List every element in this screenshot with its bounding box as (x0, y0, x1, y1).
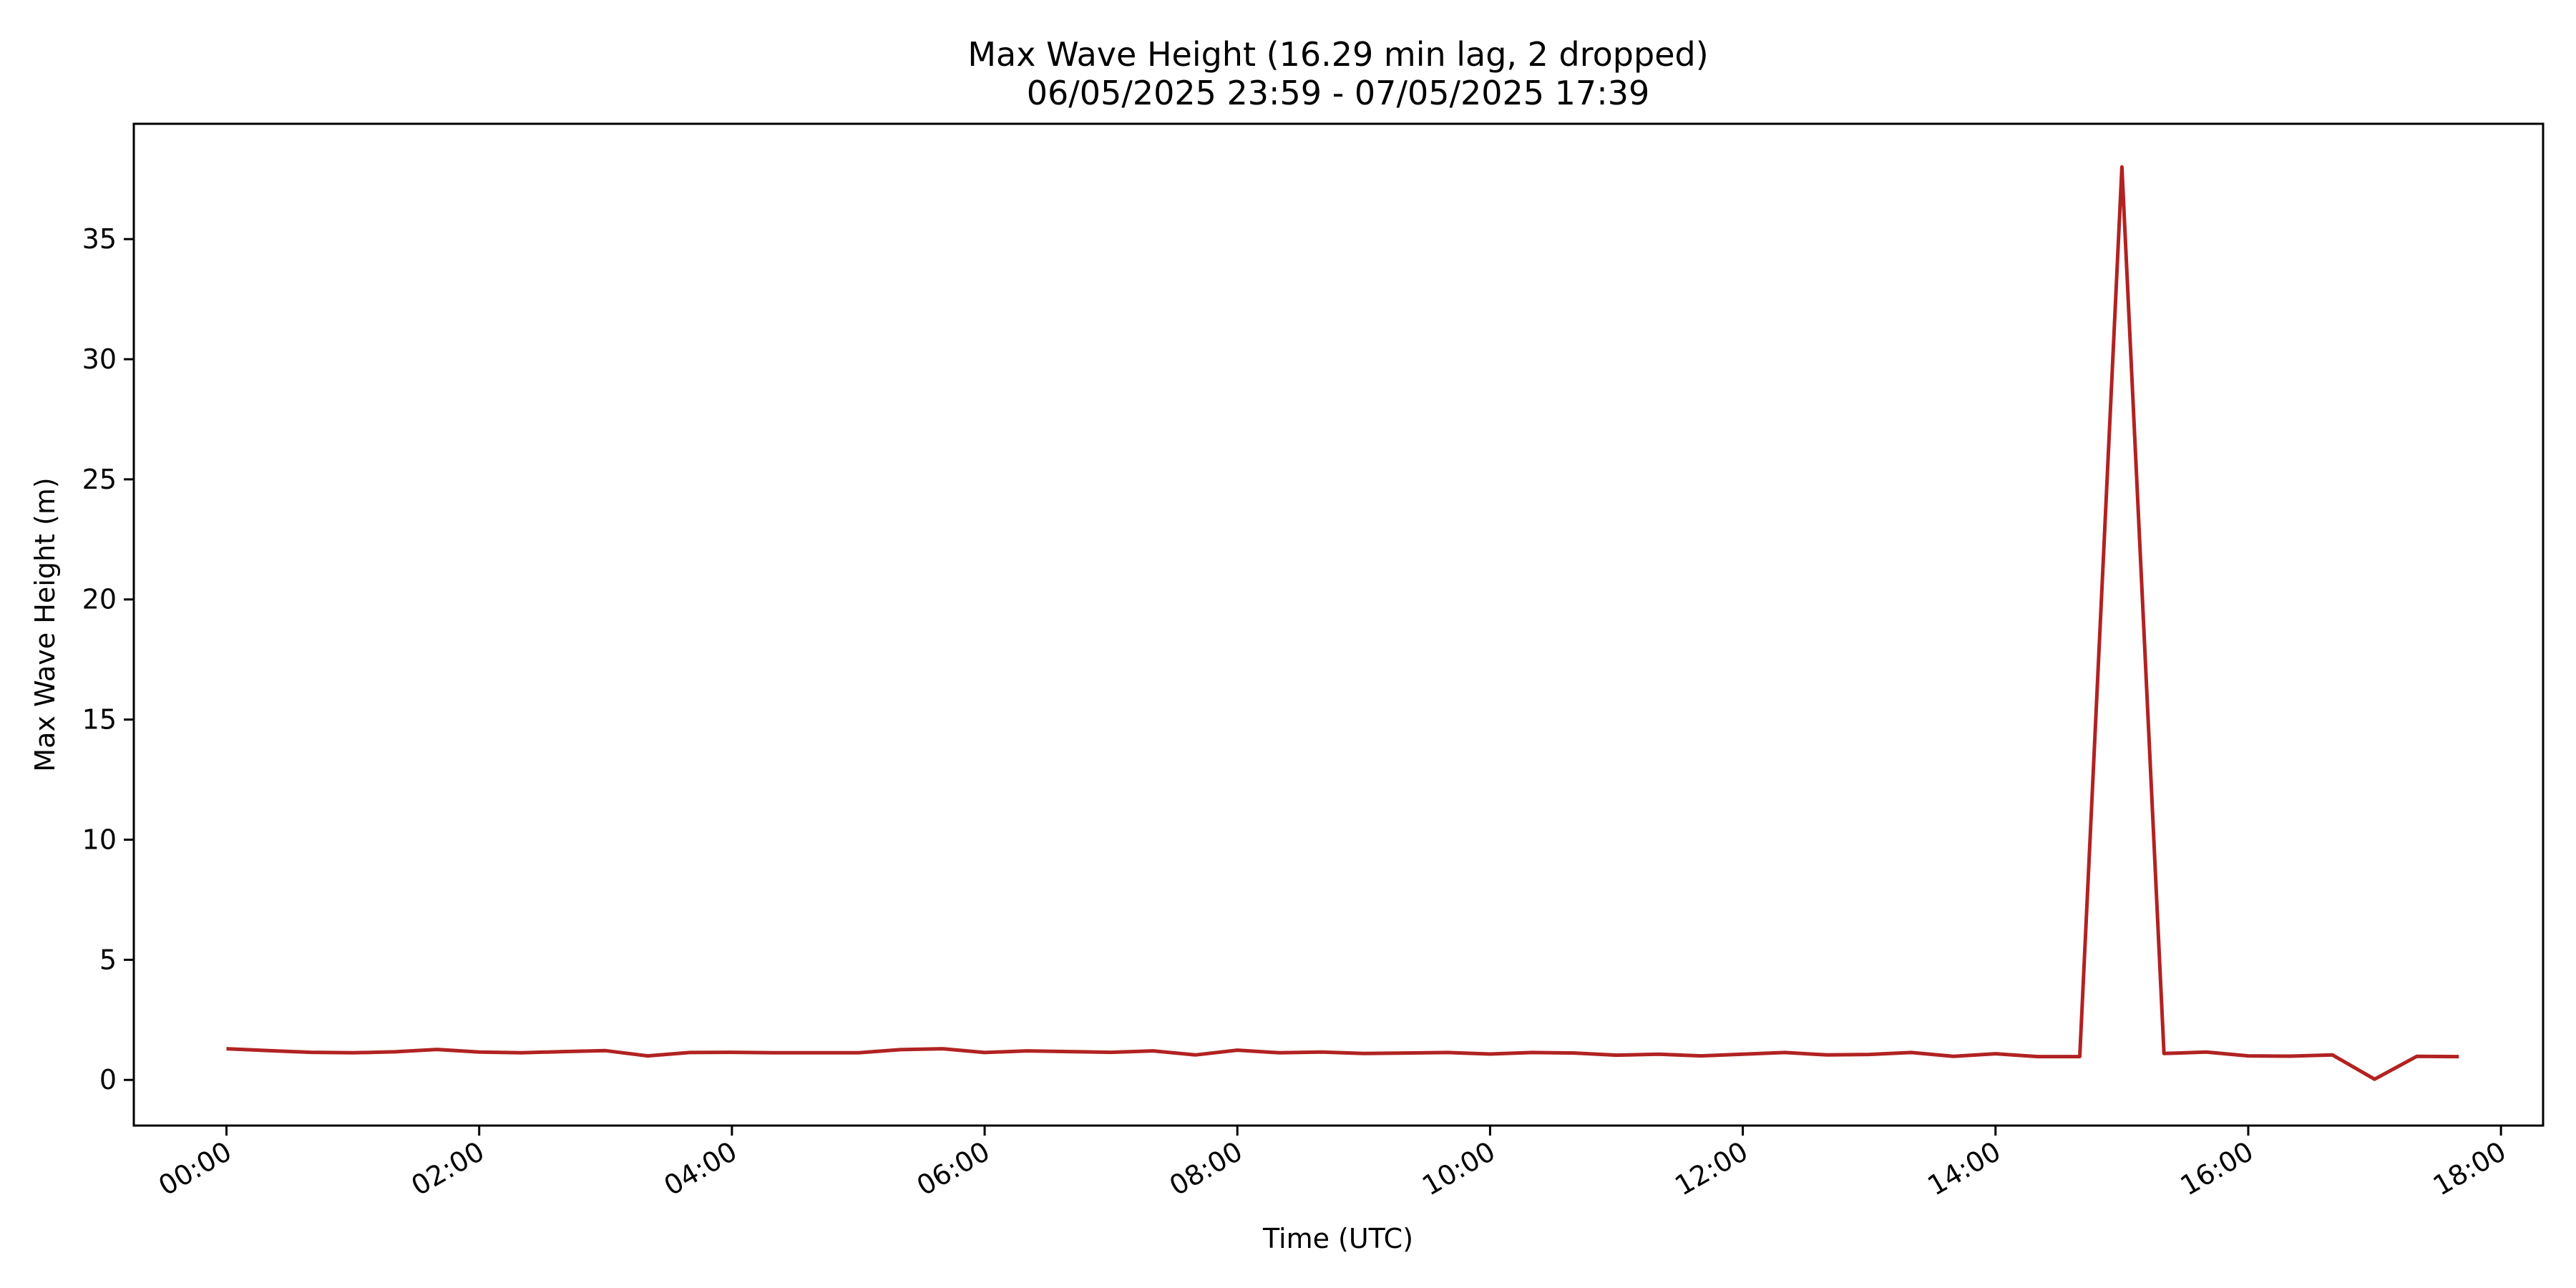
x-tick-label: 16:00 (2175, 1136, 2259, 1202)
y-tick-label: 5 (99, 944, 117, 975)
y-tick-label: 15 (82, 704, 117, 736)
y-tick-label: 10 (82, 824, 117, 855)
x-axis-label: Time (UTC) (1262, 1223, 1413, 1254)
x-axis: 00:00 02:00 04:00 06:00 08:00 10:00 12:00 14:00… (153, 1126, 2512, 1202)
y-tick-label: 25 (82, 464, 117, 495)
chart-title: Max Wave Height (16.29 min lag, 2 droppe… (967, 35, 1708, 74)
y-axis: 0 5 10 15 20 25 30 35 (82, 223, 134, 1096)
y-tick-label: 0 (99, 1064, 117, 1096)
series-line (226, 165, 2459, 1081)
y-tick-label: 35 (82, 223, 117, 255)
x-tick-label: 10:00 (1417, 1136, 1501, 1202)
plot-frame (132, 122, 2545, 1127)
y-axis-label: Max Wave Height (m) (29, 477, 61, 771)
x-tick-label: 12:00 (1669, 1136, 1753, 1202)
x-tick-label: 00:00 (153, 1136, 237, 1202)
x-tick-label: 02:00 (406, 1136, 489, 1202)
chart-subtitle: 06/05/2025 23:59 - 07/05/2025 17:39 (1027, 74, 1649, 112)
y-tick-label: 20 (82, 584, 117, 615)
x-tick-label: 14:00 (1922, 1136, 2006, 1202)
x-tick-label: 18:00 (2428, 1136, 2512, 1202)
x-tick-label: 06:00 (912, 1136, 995, 1202)
x-tick-label: 04:00 (659, 1136, 743, 1202)
x-tick-label: 08:00 (1164, 1136, 1248, 1202)
y-tick-label: 30 (82, 343, 117, 375)
